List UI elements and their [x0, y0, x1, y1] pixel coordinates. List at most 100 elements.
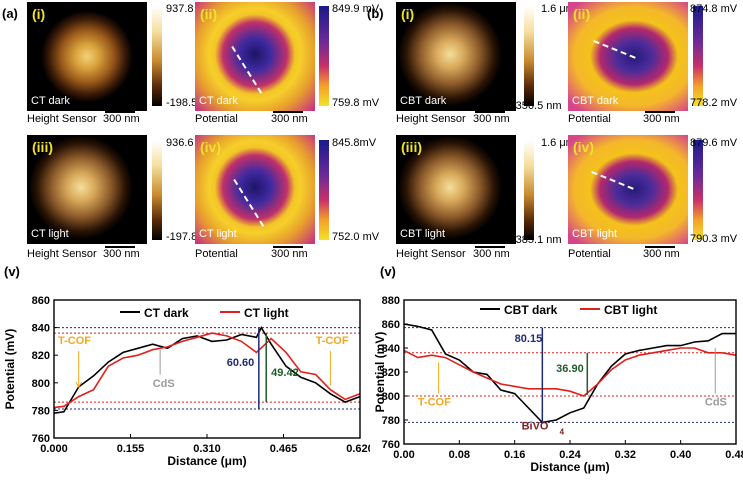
x-axis-label: Distance (μm) — [167, 454, 246, 468]
profile-line — [233, 179, 265, 227]
series-line-ct-light — [53, 332, 361, 409]
panel-label: (v) — [380, 264, 396, 279]
ct-light-potential-map: (iv) CT light — [195, 135, 315, 244]
x-tick-label: 0.000 — [40, 443, 68, 455]
height-colorbar — [152, 140, 162, 240]
potential-colorbar — [319, 140, 329, 240]
cbt-dark-potential-map: (ii) CBT dark — [568, 2, 688, 111]
cbt-light-height-map: (iii) CBT light — [396, 135, 516, 244]
y-tick-label: 780 — [32, 405, 50, 417]
scale-label: 300 nm — [643, 248, 680, 260]
scale-label: 300 nm — [271, 248, 308, 260]
colorbar-max: 1.6 μm — [541, 137, 575, 149]
y-tick-label: 860 — [32, 295, 50, 307]
x-tick-label: 0.08 — [449, 449, 470, 461]
legend-label: CT light — [244, 306, 289, 320]
x-axis-label: Distance (μm) — [530, 460, 609, 474]
x-tick-label: 0.155 — [117, 443, 145, 455]
height-colorbar — [152, 6, 162, 106]
annotation-cds: CdS — [705, 397, 727, 409]
colorbar-max: 845.8mV — [332, 137, 377, 149]
ct-dark-height-map: (i) — [27, 2, 147, 111]
annotation-60-60: 60.60 — [227, 357, 255, 369]
panel-tag-b: (b) — [367, 6, 384, 21]
y-tick-label: 860 — [382, 319, 400, 331]
scale-label: 300 nm — [103, 113, 140, 125]
annotation-cds: CdS — [153, 378, 175, 390]
y-tick-label: 880 — [382, 295, 400, 307]
roman-label: (iv) — [200, 139, 221, 155]
series-line-ct-dark — [53, 325, 361, 414]
roman-label: (iii) — [401, 139, 422, 155]
colorbar-min: 752.0 mV — [332, 231, 380, 243]
height-colorbar — [524, 6, 534, 106]
panel-label: (v) — [4, 264, 20, 279]
panel-tag-a: (a) — [2, 6, 18, 21]
scale-label: 300 nm — [271, 113, 308, 125]
scale-label: 300 nm — [103, 248, 140, 260]
arrowhead — [75, 381, 83, 388]
roman-label: (iii) — [32, 139, 53, 155]
cbt-potential-line-chart: (v) 760 780 800 820 840 860 880 0.00 0.08 0.16 0.24… — [373, 264, 743, 474]
scale-bar — [273, 111, 303, 113]
x-tick-label: 0.24 — [559, 449, 581, 461]
y-tick-label: 840 — [382, 343, 400, 355]
x-tick-label: 0.48 — [725, 449, 743, 461]
series-line-cbt-light — [403, 347, 737, 397]
scale-bar — [645, 246, 675, 248]
colorbar-min: 790.3 mV — [690, 233, 738, 245]
annotation-49-42: 49.42 — [271, 367, 299, 379]
scale-bar — [475, 246, 505, 248]
y-tick-label: 760 — [32, 433, 50, 445]
profile-line — [591, 171, 634, 190]
colorbar-max: 879.6 mV — [690, 137, 738, 149]
annotation-tcof-right: T-COF — [316, 335, 349, 347]
colorbar-max: 874.8 mV — [690, 3, 738, 15]
colorbar-min: 778.2 mV — [690, 97, 738, 109]
roman-label: (i) — [401, 6, 415, 22]
x-tick-label: 0.465 — [270, 443, 298, 455]
ct-potential-line-chart: (v) 760 780 800 820 840 860 0.000 0.155 0.310 0.46… — [3, 264, 370, 468]
x-tick-label: 0.40 — [670, 449, 691, 461]
map-label: CT dark — [31, 95, 70, 107]
scale-bar — [105, 246, 135, 248]
annotation-tcof-left: T-COF — [58, 335, 91, 347]
roman-label: (ii) — [573, 6, 591, 22]
height-colorbar — [524, 140, 534, 240]
ct-light-height-map: (iii) CT light — [27, 135, 147, 244]
y-tick-label: 800 — [32, 378, 50, 390]
colorbar-max: 1.6 μm — [541, 3, 575, 15]
height-sensor-caption: Height Sensor — [396, 248, 466, 260]
potential-caption: Potential — [195, 248, 238, 260]
height-sensor-caption: Height Sensor — [27, 248, 97, 260]
scale-label: 300 nm — [473, 113, 510, 125]
annotation-bivo-subscript: 4 — [560, 427, 565, 436]
y-tick-label: 780 — [382, 415, 400, 427]
roman-label: (ii) — [200, 6, 218, 22]
x-tick-label: 0.310 — [193, 443, 221, 455]
annotation-tcof: T-COF — [418, 397, 451, 409]
profile-line — [231, 46, 263, 94]
scale-bar — [105, 111, 135, 113]
potential-colorbar — [693, 6, 703, 106]
profile-line — [593, 40, 636, 59]
colorbar-min: -385.1 nm — [512, 234, 562, 246]
map-label: CT light — [31, 228, 69, 240]
y-tick-label: 800 — [382, 391, 400, 403]
map-label: CT dark — [199, 95, 238, 107]
annotation-bivo: BiVO — [522, 421, 549, 433]
y-tick-label: 760 — [382, 439, 400, 451]
y-tick-label: 840 — [32, 323, 50, 335]
cbt-light-potential-map: (iv) CBT light — [568, 135, 688, 244]
map-label: CT light — [199, 228, 237, 240]
legend-label: CT dark — [144, 306, 189, 320]
scale-label: 300 nm — [473, 248, 510, 260]
roman-label: (i) — [32, 6, 46, 22]
map-label: CBT light — [572, 228, 618, 240]
map-label: CBT dark — [572, 95, 619, 107]
map-label: CBT light — [400, 228, 446, 240]
annotation-36-90: 36.90 — [556, 363, 584, 375]
potential-caption: Potential — [568, 113, 611, 125]
x-tick-label: 0.620 — [346, 443, 370, 455]
series-line-cbt-dark — [403, 323, 736, 424]
